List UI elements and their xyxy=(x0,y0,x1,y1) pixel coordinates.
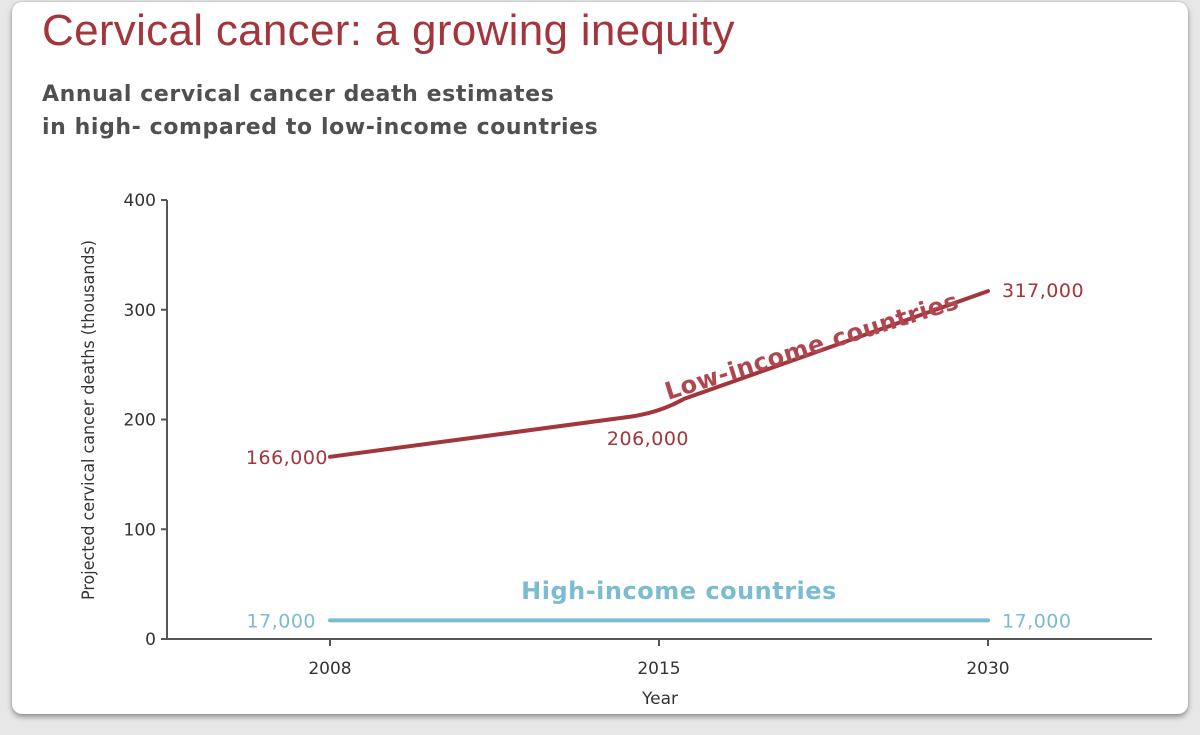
x-tick-label: 2008 xyxy=(308,659,351,679)
line-chart: 0 100 200 300 400 2008 2015 2030 Year Projected c… xyxy=(79,191,1152,709)
x-tick-label: 2015 xyxy=(637,659,680,679)
data-label-high-2030: 17,000 xyxy=(1002,610,1071,632)
data-label-low-2030: 317,000 xyxy=(1002,280,1084,302)
series-line-low-income xyxy=(328,289,990,459)
chart-card: Cervical cancer: a growing inequity Annu… xyxy=(12,2,1188,714)
subtitle-line-1: Annual cervical cancer death estimates xyxy=(42,82,555,107)
y-axis-title: Projected cervical cancer deaths (thousa… xyxy=(79,240,99,600)
subtitle-line-2: in high- compared to low-income countrie… xyxy=(42,115,599,140)
y-tick-label: 200 xyxy=(124,411,156,431)
x-axis-title: Year xyxy=(641,689,678,709)
series-label-low-income: Low-income countries xyxy=(661,287,962,406)
y-tick-label: 100 xyxy=(124,520,156,540)
page-title: Cervical cancer: a growing inequity xyxy=(42,6,735,55)
series-label-high-income: High-income countries xyxy=(521,577,837,605)
y-tick-label: 300 xyxy=(124,301,156,321)
chart-subtitle: Annual cervical cancer death estimates i… xyxy=(42,78,942,144)
data-label-low-2008: 166,000 xyxy=(246,447,328,469)
y-tick-label: 400 xyxy=(124,191,156,211)
x-tick-label: 2030 xyxy=(966,659,1009,679)
data-label-low-2015: 206,000 xyxy=(607,428,689,450)
data-label-high-2008: 17,000 xyxy=(247,610,316,632)
y-tick-label: 0 xyxy=(145,630,156,650)
